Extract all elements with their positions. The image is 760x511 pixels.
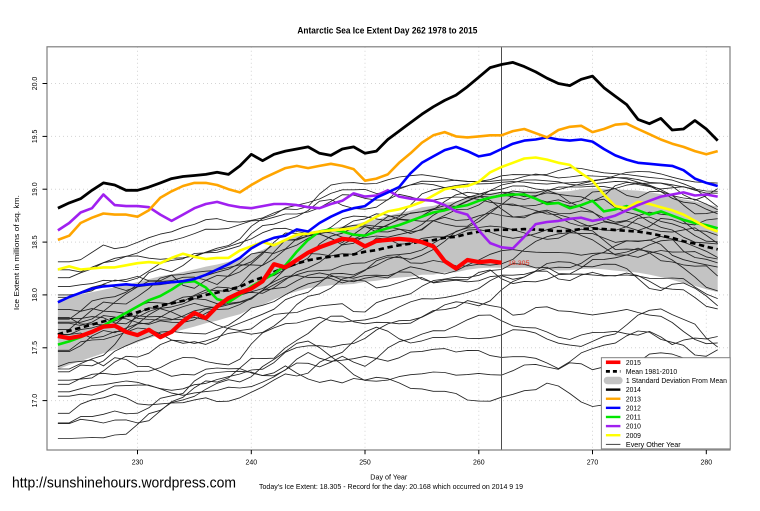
svg-text:230: 230 xyxy=(132,458,144,467)
svg-text:18.0: 18.0 xyxy=(30,288,39,302)
svg-text:Ice Extent in millions of sq.: Ice Extent in millions of sq. km. xyxy=(12,195,21,310)
svg-text:2015: 2015 xyxy=(626,359,641,367)
svg-text:17.0: 17.0 xyxy=(30,394,39,408)
svg-text:240: 240 xyxy=(246,458,258,467)
svg-text:Mean 1981-2010: Mean 1981-2010 xyxy=(626,368,677,376)
svg-text:280: 280 xyxy=(701,458,713,467)
svg-text:19.5: 19.5 xyxy=(30,130,39,144)
svg-text:250: 250 xyxy=(359,458,371,467)
svg-text:Antarctic Sea Ice Extent Day 2: Antarctic Sea Ice Extent Day 262 1978 to… xyxy=(297,26,477,36)
svg-text:2014: 2014 xyxy=(626,386,641,394)
svg-text:2011: 2011 xyxy=(626,414,641,422)
svg-text:http://sunshinehours.wordpress: http://sunshinehours.wordpress.com xyxy=(12,476,236,492)
svg-text:2013: 2013 xyxy=(626,395,641,403)
svg-text:20.0: 20.0 xyxy=(30,77,39,91)
svg-text:Today's Ice Extent: 18.305 -: Today's Ice Extent: 18.305 - Record for … xyxy=(259,482,523,491)
svg-text:18.305: 18.305 xyxy=(508,260,530,267)
svg-text:270: 270 xyxy=(587,458,599,467)
svg-text:Day of Year: Day of Year xyxy=(370,472,407,481)
svg-text:1 Standard Deviation From Mean: 1 Standard Deviation From Mean xyxy=(626,377,727,385)
svg-text:2010: 2010 xyxy=(626,423,641,431)
svg-text:19.0: 19.0 xyxy=(30,182,39,196)
svg-text:2012: 2012 xyxy=(626,404,641,412)
svg-text:2009: 2009 xyxy=(626,432,641,440)
svg-text:18.5: 18.5 xyxy=(30,235,39,249)
svg-text:Every Other Year: Every Other Year xyxy=(626,441,681,449)
svg-text:260: 260 xyxy=(473,458,485,467)
svg-text:17.5: 17.5 xyxy=(30,341,39,355)
